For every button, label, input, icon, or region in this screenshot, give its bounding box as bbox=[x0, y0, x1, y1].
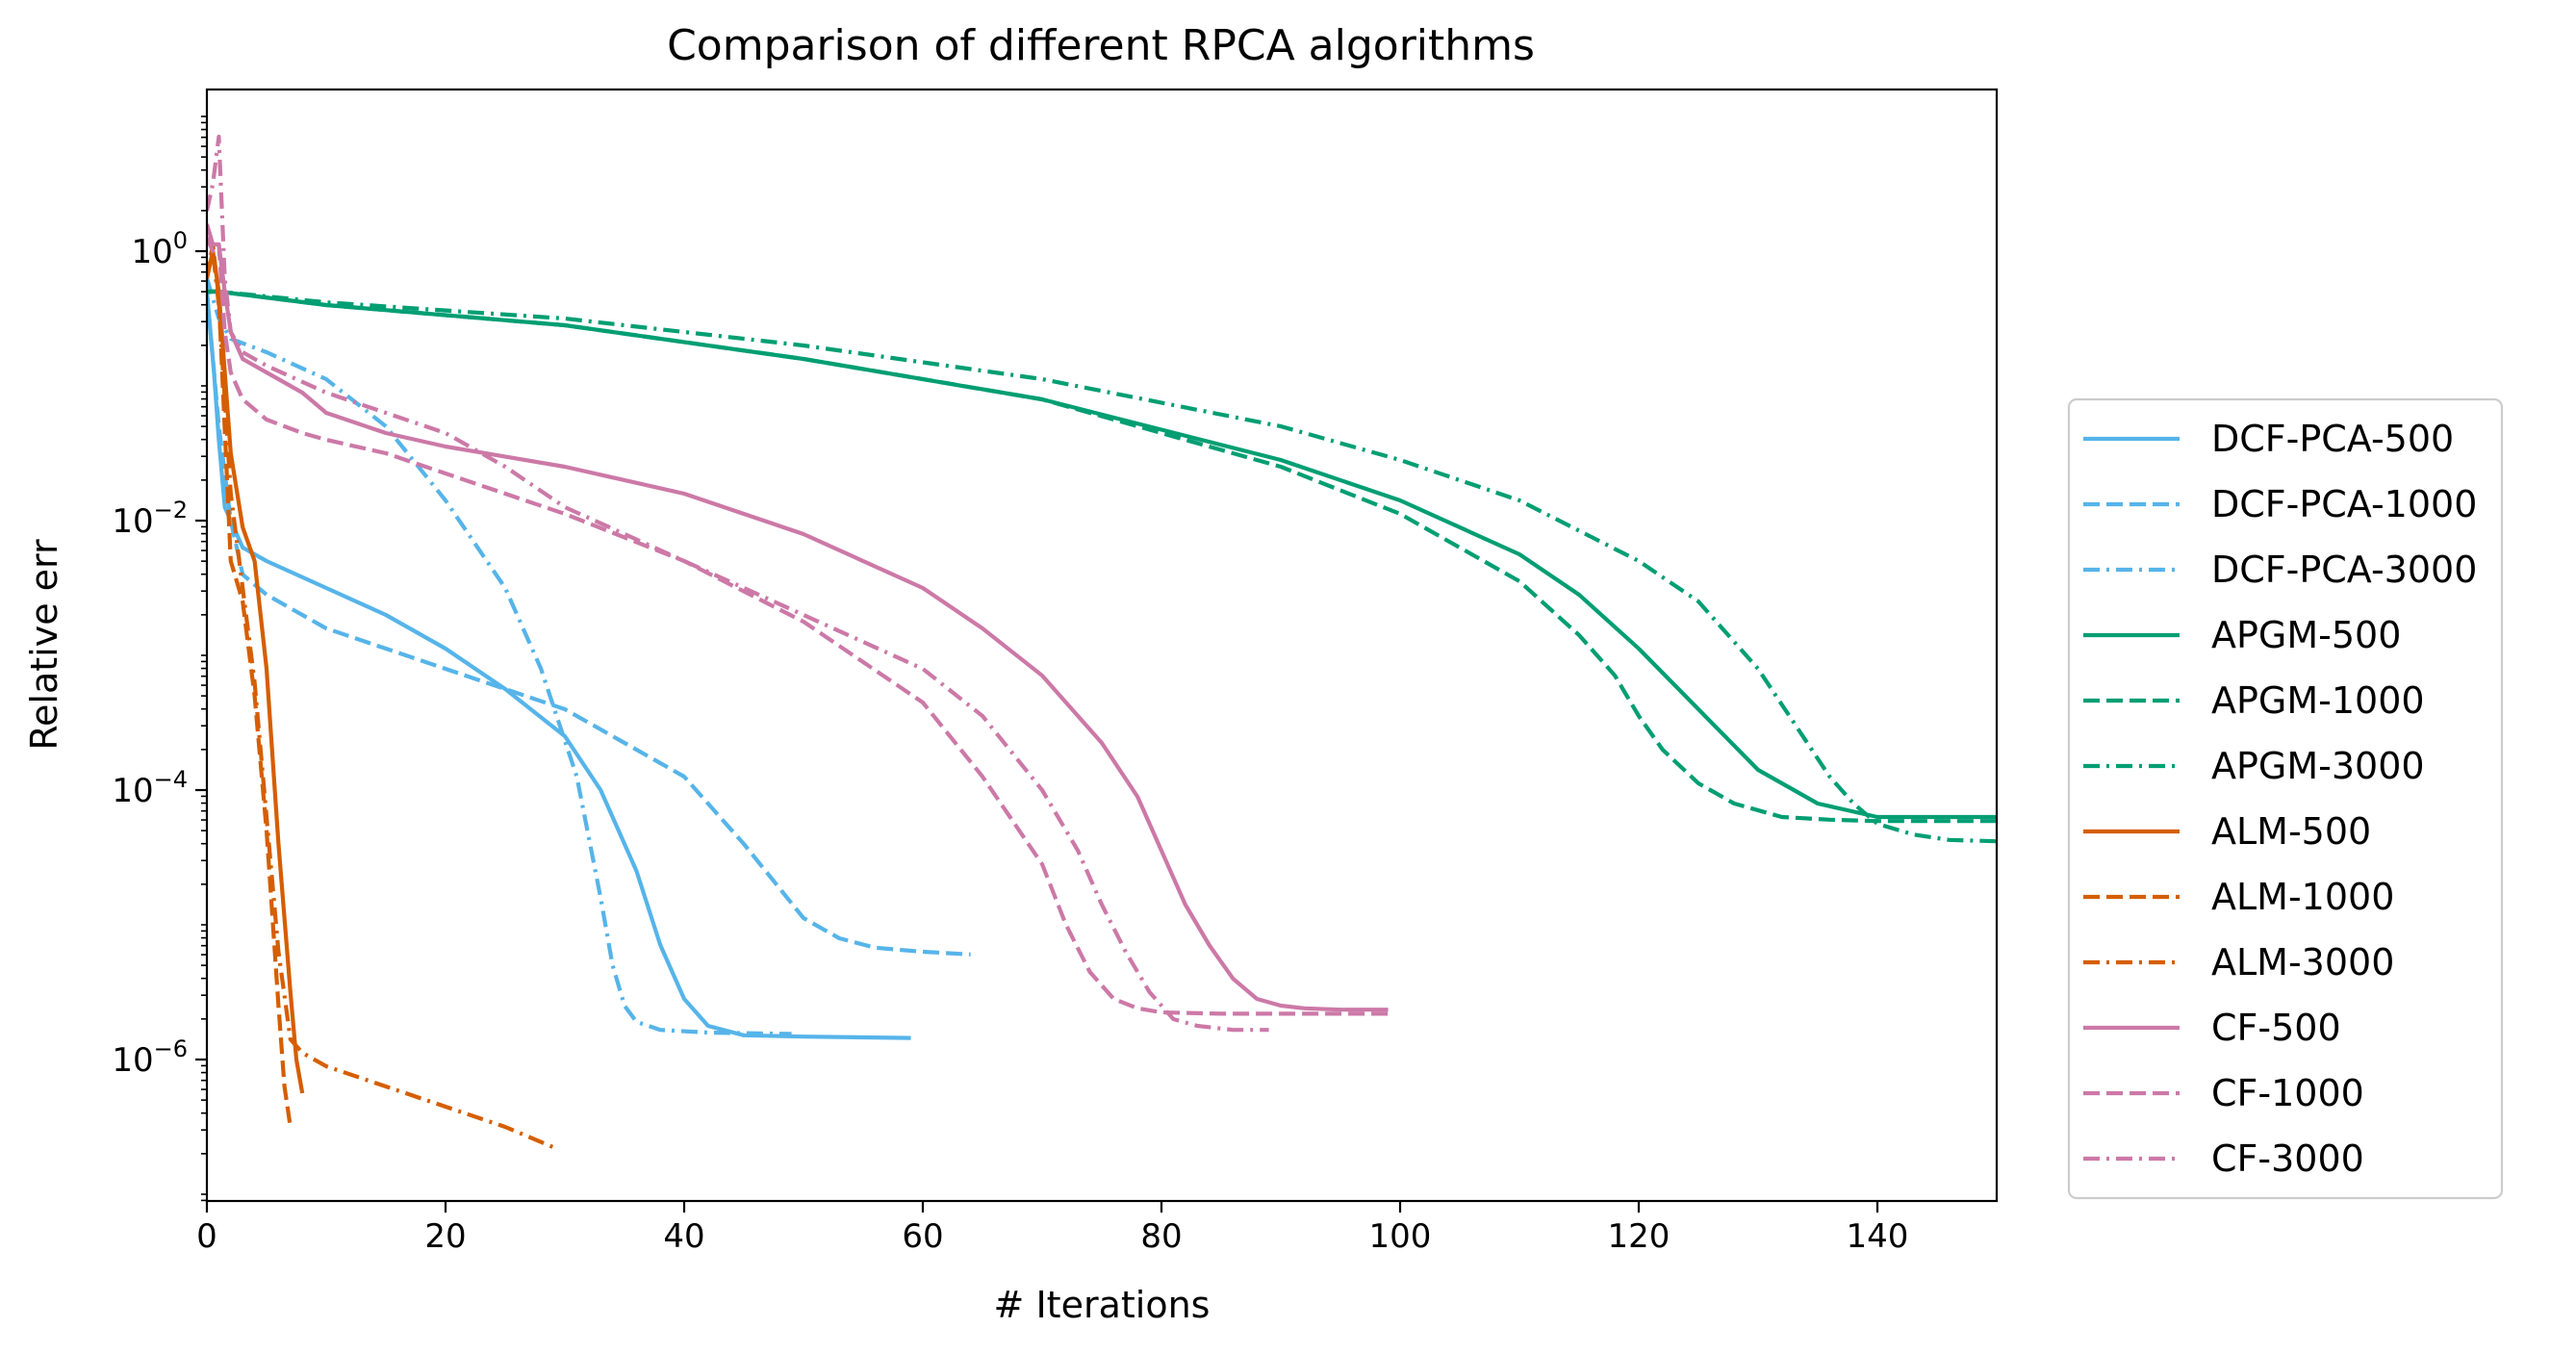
y-axis-label: Relative err bbox=[23, 539, 65, 751]
y-tick-label: 10−6 bbox=[112, 1035, 188, 1080]
x-tick-label: 120 bbox=[1608, 1217, 1671, 1256]
series-layer bbox=[207, 134, 1997, 1149]
legend-label: APGM-500 bbox=[2211, 614, 2401, 656]
legend-label: ALM-1000 bbox=[2211, 876, 2394, 918]
y-tick-label: 10−2 bbox=[112, 497, 188, 541]
axes-frame bbox=[205, 88, 1999, 1203]
x-tick-label: 20 bbox=[424, 1217, 466, 1256]
series-line-apgm-1000 bbox=[207, 289, 1997, 824]
legend-label: APGM-3000 bbox=[2211, 745, 2425, 787]
legend-label: DCF-PCA-500 bbox=[2211, 418, 2454, 460]
legend-label: DCF-PCA-1000 bbox=[2211, 483, 2477, 525]
series-line-dcf-pca-3000 bbox=[207, 277, 792, 1036]
x-tick-label: 140 bbox=[1847, 1217, 1909, 1256]
series-line-cf-1000 bbox=[207, 237, 1389, 1016]
y-axis: 100 10−2 10−4 10−6 bbox=[112, 115, 207, 1202]
legend: DCF-PCA-500 DCF-PCA-1000 DCF-PCA-3000 APGM-… bbox=[2067, 397, 2504, 1200]
legend-label: ALM-500 bbox=[2211, 810, 2371, 853]
x-axis-label: # Iterations bbox=[994, 1284, 1211, 1326]
x-tick-label: 100 bbox=[1369, 1217, 1432, 1256]
legend-label: CF-3000 bbox=[2211, 1137, 2364, 1180]
x-tick-label: 60 bbox=[902, 1217, 943, 1256]
y-tick-label: 100 bbox=[131, 227, 188, 271]
series-line-dcf-pca-1000 bbox=[207, 291, 971, 957]
series-line-alm-3000 bbox=[207, 248, 554, 1149]
series-line-dcf-pca-500 bbox=[207, 291, 911, 1040]
x-axis: 0 20 40 60 80 100 120 140 bbox=[196, 1201, 1908, 1256]
legend-items: DCF-PCA-500 DCF-PCA-1000 DCF-PCA-3000 APGM-… bbox=[2083, 418, 2477, 1180]
legend-box bbox=[2067, 397, 2504, 1200]
x-tick-label: 80 bbox=[1140, 1217, 1182, 1256]
y-tick-label: 10−4 bbox=[112, 766, 188, 810]
legend-label: CF-1000 bbox=[2211, 1072, 2364, 1114]
plot-area bbox=[205, 88, 1999, 1203]
x-tick-label: 40 bbox=[663, 1217, 704, 1256]
x-tick-label: 0 bbox=[196, 1217, 217, 1256]
chart-title: Comparison of different RPCA algorithms bbox=[667, 21, 1535, 70]
legend-label: ALM-3000 bbox=[2211, 941, 2394, 984]
legend-label: APGM-1000 bbox=[2211, 679, 2425, 722]
legend-label: CF-500 bbox=[2211, 1007, 2341, 1049]
series-line-cf-3000 bbox=[207, 134, 1269, 1033]
legend-label: DCF-PCA-3000 bbox=[2211, 549, 2477, 591]
series-line-alm-500 bbox=[207, 248, 305, 1094]
